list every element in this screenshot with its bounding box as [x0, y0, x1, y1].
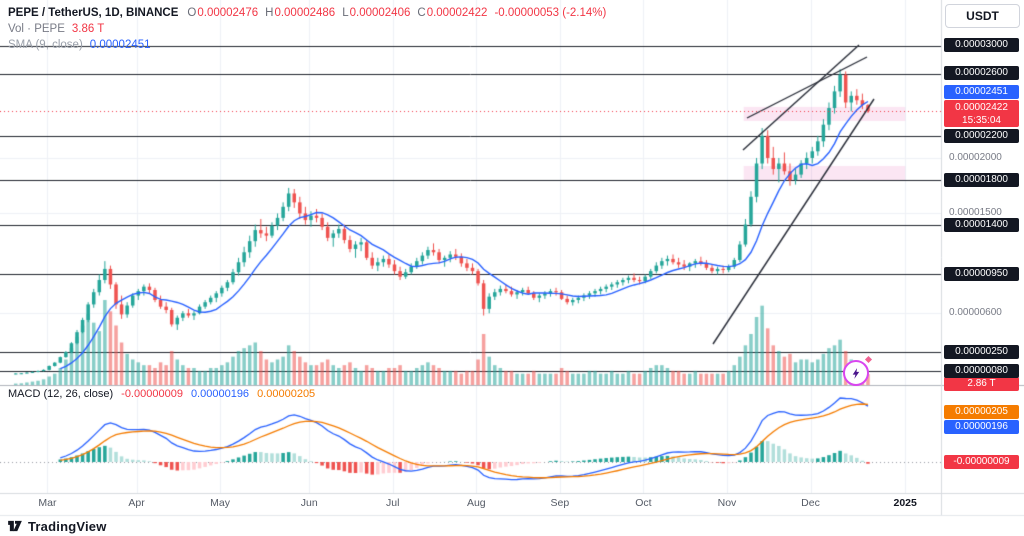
macd-label: MACD (12, 26, close) — [8, 388, 114, 400]
tradingview-logo[interactable]: TradingView — [7, 518, 107, 534]
close-value: 0.00002422 — [426, 7, 488, 19]
macd-line-badge: 0.00000196 — [944, 420, 1019, 434]
price-axis-label: 0.00001500 — [949, 207, 1002, 219]
price-line-badge: 0.00000950 — [944, 267, 1019, 282]
time-axis-month-label: Mar — [38, 497, 57, 509]
macd-line-value: 0.00000196 — [190, 388, 250, 400]
tradingview-logo-icon — [8, 520, 22, 532]
symbol-title[interactable]: PEPE / TetherUS, 1D, BINANCE — [8, 7, 179, 19]
price-line-badge: 0.00002200 — [944, 128, 1019, 143]
sma-legend-row[interactable]: SMA (9, close) 0.00002451 — [8, 37, 606, 53]
time-axis-month-label: Jul — [386, 497, 400, 509]
high-label: H — [265, 7, 274, 19]
countdown-timer: 15:35:04 — [962, 115, 1001, 126]
symbol-legend-row[interactable]: PEPE / TetherUS, 1D, BINANCE O0.00002476… — [8, 5, 606, 21]
macd-signal-value: 0.00000205 — [257, 388, 316, 400]
low-value: 0.00002406 — [349, 7, 411, 19]
price-line-badge: 0.00000080 — [944, 364, 1019, 378]
time-axis-year-label: 2025 — [893, 497, 917, 509]
time-axis-month-label: Oct — [635, 497, 652, 509]
volume-label: Vol · PEPE — [8, 23, 65, 35]
time-axis-month-label: Nov — [717, 497, 737, 509]
volume-axis-badge: 2.86 T — [944, 377, 1019, 391]
volume-legend-row[interactable]: Vol · PEPE 3.86 T — [8, 21, 606, 37]
macd-hist-badge: -0.00000009 — [944, 455, 1019, 469]
time-axis-month-label: May — [210, 497, 230, 509]
time-axis-month-label: Jun — [300, 497, 318, 509]
time-axis[interactable]: Mar Apr May Jun Jul Aug Sep Oct Nov Dec 2025 — [0, 493, 941, 515]
sma-price-badge: 0.00002451 — [944, 85, 1019, 99]
price-line-badge: 0.00001400 — [944, 217, 1019, 232]
sma-label: SMA (9, close) — [8, 39, 83, 51]
close-label: C — [417, 7, 426, 19]
high-value: 0.00002486 — [274, 7, 336, 19]
time-axis-month-label: Dec — [801, 497, 820, 509]
low-label: L — [342, 7, 349, 19]
price-line-badge: 0.00003000 — [944, 38, 1019, 52]
symbol-legend: PEPE / TetherUS, 1D, BINANCE O0.00002476… — [8, 5, 606, 53]
sma-value: 0.00002451 — [89, 39, 151, 51]
price-axis-label: 0.00002000 — [949, 151, 1002, 163]
lightning-bolt-icon — [852, 367, 859, 379]
open-value: 0.00002476 — [197, 7, 259, 19]
time-axis-month-label: Aug — [466, 497, 486, 509]
price-line-badge: 0.00001800 — [944, 173, 1019, 188]
volume-value: 3.86 T — [71, 23, 105, 35]
change-value: -0.00000053 (-2.14%) — [494, 7, 607, 19]
last-price-value: 0.00002422 — [955, 102, 1008, 113]
flash-icon[interactable] — [843, 355, 873, 386]
macd-signal-badge: 0.00000205 — [944, 405, 1019, 419]
open-label: O — [187, 7, 197, 19]
price-line-badge: 0.00000250 — [944, 345, 1019, 360]
price-axis-label: 0.00000600 — [949, 307, 1002, 319]
brand-name: TradingView — [28, 518, 107, 534]
macd-hist-value: -0.00000009 — [121, 388, 183, 400]
time-axis-month-label: Sep — [550, 497, 570, 509]
time-axis-month-label: Apr — [128, 497, 145, 509]
price-line-badge: 0.00002600 — [944, 66, 1019, 80]
currency-toggle-button[interactable]: USDT — [945, 4, 1020, 28]
price-axis[interactable]: USDT 0.00002451 0.00002422 15:35:04 2.86… — [941, 0, 1024, 515]
last-price-badge: 0.00002422 15:35:04 — [944, 100, 1019, 127]
macd-legend-row[interactable]: MACD (12, 26, close) -0.00000009 0.00000… — [8, 388, 315, 400]
